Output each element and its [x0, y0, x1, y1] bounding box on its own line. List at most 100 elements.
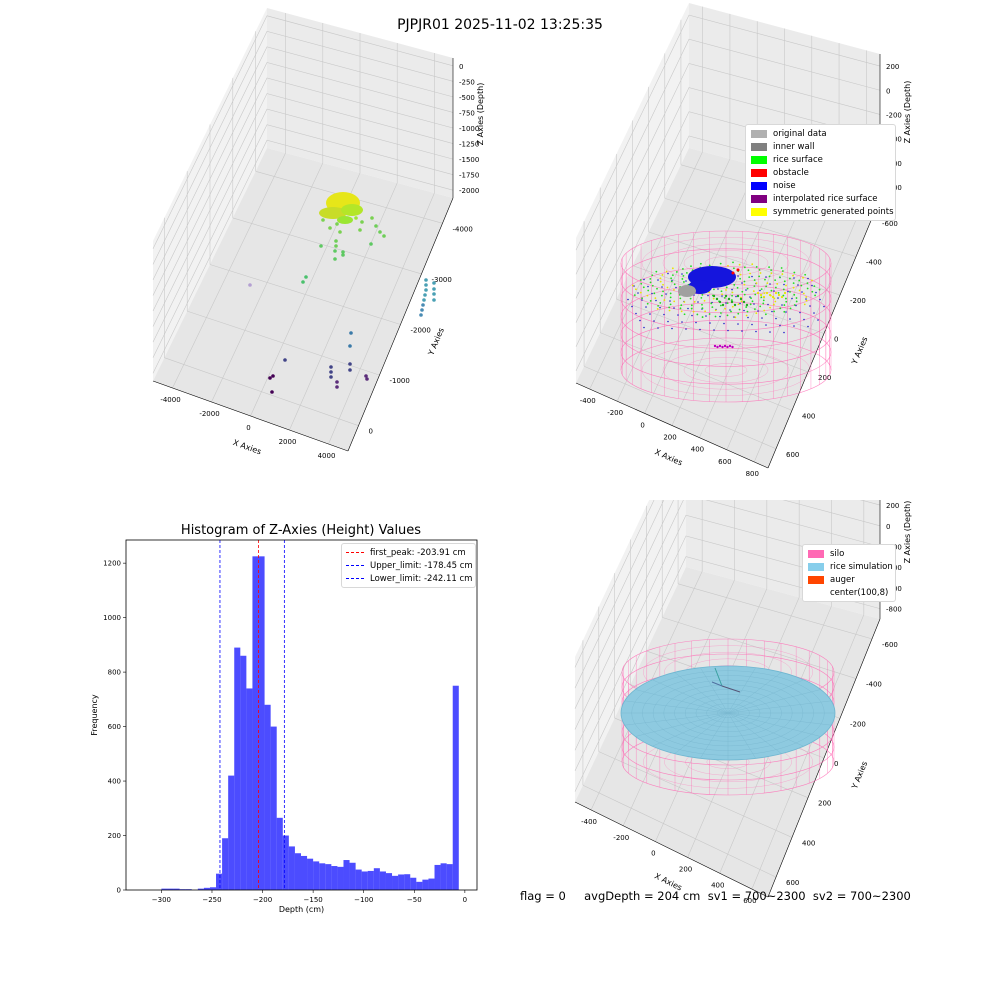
raw-point: [423, 293, 427, 297]
noise-point: [787, 290, 789, 293]
symmetric-point: [703, 299, 706, 302]
rice-surface-point: [806, 282, 809, 284]
rice-surface-point: [710, 302, 713, 305]
symmetric-point: [712, 297, 715, 300]
noise-point: [729, 309, 731, 311]
noise-point: [781, 304, 783, 306]
legend-swatch: [808, 549, 824, 558]
y-tick-label: -200: [850, 720, 866, 728]
rice-surface-point: [736, 294, 740, 298]
silo-ring: [620, 248, 832, 314]
noise-point: [709, 322, 711, 324]
symmetric-point: [659, 280, 662, 283]
symmetric-point: [739, 273, 742, 276]
raw-point: [329, 370, 333, 374]
rice-surface-point: [782, 288, 785, 291]
rice-surface-point: [738, 308, 741, 311]
interpolated-point: [721, 345, 724, 349]
rice-surface-point: [764, 278, 766, 281]
noise-point: [719, 315, 721, 318]
noise-point: [733, 316, 735, 318]
grid-line: [582, 784, 777, 878]
z-tick-label: -750: [459, 109, 475, 117]
classify-3d-scatter: -400 -200 0 200 400 600 800 600 400 200 0 -200 -400 -…: [575, 3, 912, 478]
legend-swatch: [751, 155, 767, 164]
z-axis-label: Z Axies (Depth): [476, 83, 485, 146]
rice-surface-point: [792, 282, 795, 285]
symmetric-point: [798, 289, 801, 292]
y-tick-label: 800: [108, 669, 121, 677]
symmetric-point: [673, 300, 676, 303]
noise-point: [779, 324, 781, 327]
symmetric-point: [680, 310, 683, 313]
interpolated-point: [726, 345, 729, 349]
y-axis-line: [767, 618, 881, 898]
rice-surface-point: [733, 283, 736, 286]
noise-point: [667, 320, 669, 323]
raw-point: [270, 390, 274, 394]
noise-point: [641, 299, 643, 301]
rice-surface-point: [681, 278, 684, 280]
symmetric-point: [745, 314, 748, 317]
histogram-bar: [404, 874, 411, 890]
symmetric-point: [683, 301, 686, 303]
noise-point: [657, 327, 659, 329]
noise-point: [803, 318, 805, 321]
raw-point: [354, 216, 358, 220]
rice-surface-point: [715, 297, 719, 301]
legend-label: interpolated rice surface: [773, 193, 878, 204]
legend-inner-wall: inner wall: [746, 140, 895, 153]
rice-surface-point: [726, 314, 729, 317]
rice-surface-point: [750, 297, 752, 300]
histogram-bar: [349, 862, 356, 890]
grid-line: [152, 93, 454, 327]
grid-line: [209, 264, 401, 325]
grid-line: [152, 108, 454, 343]
raw-point: [364, 374, 368, 378]
legend-line: [346, 565, 364, 566]
histogram-bar: [379, 871, 386, 890]
noise-point: [759, 289, 761, 292]
rice-surface-point: [758, 268, 761, 271]
noise-point: [795, 304, 797, 307]
symmetric-point: [774, 300, 777, 303]
y-axis-line: [767, 198, 881, 469]
symmetric-point: [659, 277, 662, 280]
symmetric-point: [749, 272, 751, 275]
rice-surface-point: [673, 283, 676, 286]
z-tick-label: -200: [886, 111, 902, 119]
x-tick-label: 800: [746, 470, 759, 478]
legend-line: [346, 578, 364, 579]
symmetric-point: [714, 309, 717, 312]
y-tick-label: 400: [802, 412, 815, 420]
silo-ring: [641, 344, 811, 396]
rice-surface-point: [651, 284, 654, 287]
y-tick-label: -600: [882, 641, 898, 649]
raw-point: [420, 308, 424, 312]
z-tick-label: -1000: [459, 125, 479, 133]
raw-point: [424, 278, 428, 282]
rice-surface-point: [701, 316, 704, 318]
grid-line: [575, 87, 881, 323]
rice-surface-point: [783, 280, 786, 283]
legend-noise: noise: [746, 179, 895, 192]
rice-simulation-mesh: [727, 712, 821, 737]
rice-simulation-mesh: [652, 712, 729, 747]
rice-surface-point: [753, 285, 756, 288]
rice-surface-point: [789, 277, 791, 280]
rice-simulation-mesh: [727, 672, 782, 714]
noise-point: [789, 318, 791, 320]
grid-line: [152, 124, 454, 358]
legend-label: Upper_limit: -178.45 cm: [370, 560, 473, 571]
histogram-bar: [367, 870, 374, 890]
x-axis-label: X Axies: [232, 438, 263, 456]
histogram-bar: [264, 704, 271, 890]
histogram-bar: [276, 817, 283, 890]
symmetric-point: [737, 303, 740, 306]
rice-surface-point: [719, 304, 722, 307]
rice-surface-point: [685, 272, 688, 274]
noise-point: [695, 321, 697, 324]
silo-ring: [704, 363, 748, 377]
rice-surface-point: [743, 280, 746, 283]
histogram-bar: [440, 863, 447, 890]
